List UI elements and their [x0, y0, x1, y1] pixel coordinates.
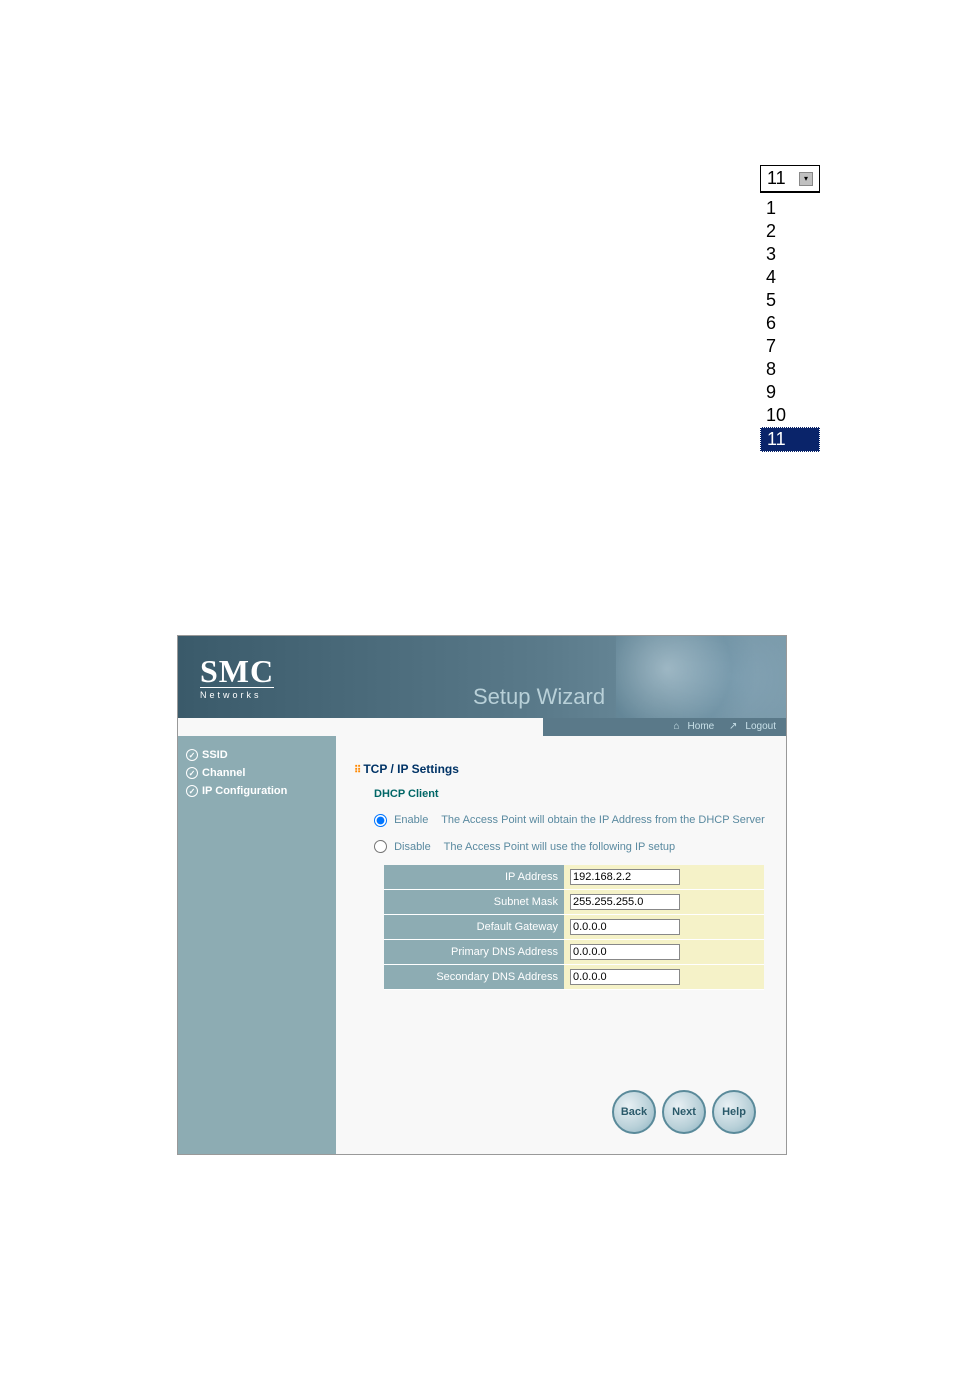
- dropdown-item[interactable]: 10: [760, 404, 820, 427]
- header-title: Setup Wizard: [473, 684, 605, 710]
- back-button[interactable]: Back: [612, 1090, 656, 1134]
- channel-dropdown: 11 ▾ 1 2 3 4 5 6 7 8 9 10 11: [760, 165, 820, 452]
- logout-label: Logout: [745, 721, 776, 732]
- check-icon: ✓: [186, 749, 198, 761]
- sidebar-item-label: Channel: [202, 767, 245, 779]
- ip-address-input[interactable]: [570, 869, 680, 885]
- body-wrap: ✓ SSID ✓ Channel ✓ IP Configuration ⠿ TCP…: [178, 736, 786, 1154]
- top-nav: ⌂ Home ↗ Logout: [178, 718, 786, 736]
- form-input-cell: [564, 865, 764, 890]
- form-input-cell: [564, 965, 764, 990]
- table-row: Secondary DNS Address: [384, 965, 764, 990]
- help-button[interactable]: Help: [712, 1090, 756, 1134]
- form-label: Default Gateway: [384, 915, 564, 940]
- dropdown-item[interactable]: 2: [760, 220, 820, 243]
- default-gateway-input[interactable]: [570, 919, 680, 935]
- home-link[interactable]: ⌂ Home: [668, 721, 715, 732]
- sidebar-item-label: IP Configuration: [202, 785, 287, 797]
- dropdown-arrow-icon[interactable]: ▾: [799, 172, 813, 186]
- dropdown-item[interactable]: 3: [760, 243, 820, 266]
- section-title-text: TCP / IP Settings: [363, 762, 459, 776]
- sidebar-item-label: SSID: [202, 749, 228, 761]
- dhcp-enable-row: Enable The Access Point will obtain the …: [374, 812, 768, 829]
- dropdown-selected[interactable]: 11 ▾: [760, 165, 820, 193]
- radio-label: Disable: [394, 841, 431, 853]
- main-content: ⠿ TCP / IP Settings DHCP Client Enable Th…: [336, 736, 786, 1154]
- dropdown-item[interactable]: 8: [760, 358, 820, 381]
- check-icon: ✓: [186, 767, 198, 779]
- logout-link[interactable]: ↗ Logout: [723, 721, 776, 732]
- sidebar: ✓ SSID ✓ Channel ✓ IP Configuration: [178, 736, 336, 1154]
- form-label: Primary DNS Address: [384, 940, 564, 965]
- header-decor-image: [616, 636, 786, 718]
- grid-icon: ⠿: [354, 765, 359, 776]
- table-row: Primary DNS Address: [384, 940, 764, 965]
- sidebar-item-channel[interactable]: ✓ Channel: [186, 764, 328, 782]
- form-label: IP Address: [384, 865, 564, 890]
- dropdown-item[interactable]: 6: [760, 312, 820, 335]
- table-row: Subnet Mask: [384, 890, 764, 915]
- dropdown-item-selected[interactable]: 11: [760, 427, 820, 452]
- dhcp-disable-row: Disable The Access Point will use the fo…: [374, 839, 768, 856]
- home-label: Home: [688, 721, 715, 732]
- dropdown-item[interactable]: 5: [760, 289, 820, 312]
- dropdown-selected-value: 11: [767, 168, 786, 189]
- table-row: Default Gateway: [384, 915, 764, 940]
- setup-wizard-panel: SMC Networks Setup Wizard ⌂Home ↗Logout …: [177, 635, 787, 1155]
- dropdown-item[interactable]: 7: [760, 335, 820, 358]
- next-button[interactable]: Next: [662, 1090, 706, 1134]
- dropdown-item[interactable]: 1: [760, 197, 820, 220]
- form-input-cell: [564, 915, 764, 940]
- radio-desc: The Access Point will use the following …: [444, 841, 676, 853]
- ip-form-table: IP Address Subnet Mask Default Gateway P…: [384, 865, 764, 990]
- logo-main: SMC: [200, 655, 274, 687]
- dropdown-item[interactable]: 4: [760, 266, 820, 289]
- dropdown-item[interactable]: 9: [760, 381, 820, 404]
- table-row: IP Address: [384, 865, 764, 890]
- primary-dns-input[interactable]: [570, 944, 680, 960]
- dhcp-enable-radio[interactable]: [374, 814, 387, 827]
- section-title: ⠿ TCP / IP Settings: [354, 762, 768, 776]
- logo: SMC Networks: [178, 655, 274, 700]
- form-label: Secondary DNS Address: [384, 965, 564, 990]
- subnet-mask-input[interactable]: [570, 894, 680, 910]
- form-input-cell: [564, 940, 764, 965]
- home-icon: ⌂: [674, 721, 680, 732]
- radio-desc: The Access Point will obtain the IP Addr…: [441, 814, 765, 826]
- dhcp-disable-radio[interactable]: [374, 840, 387, 853]
- button-row: Back Next Help: [612, 1090, 756, 1134]
- check-icon: ✓: [186, 785, 198, 797]
- sidebar-item-ssid[interactable]: ✓ SSID: [186, 746, 328, 764]
- form-input-cell: [564, 890, 764, 915]
- logout-icon: ↗: [729, 721, 737, 732]
- header-bar: SMC Networks Setup Wizard: [178, 636, 786, 718]
- dropdown-list: 1 2 3 4 5 6 7 8 9 10 11: [760, 197, 820, 452]
- sub-title: DHCP Client: [374, 788, 768, 800]
- sidebar-item-ip-configuration[interactable]: ✓ IP Configuration: [186, 782, 328, 800]
- secondary-dns-input[interactable]: [570, 969, 680, 985]
- radio-label: Enable: [394, 814, 428, 826]
- form-label: Subnet Mask: [384, 890, 564, 915]
